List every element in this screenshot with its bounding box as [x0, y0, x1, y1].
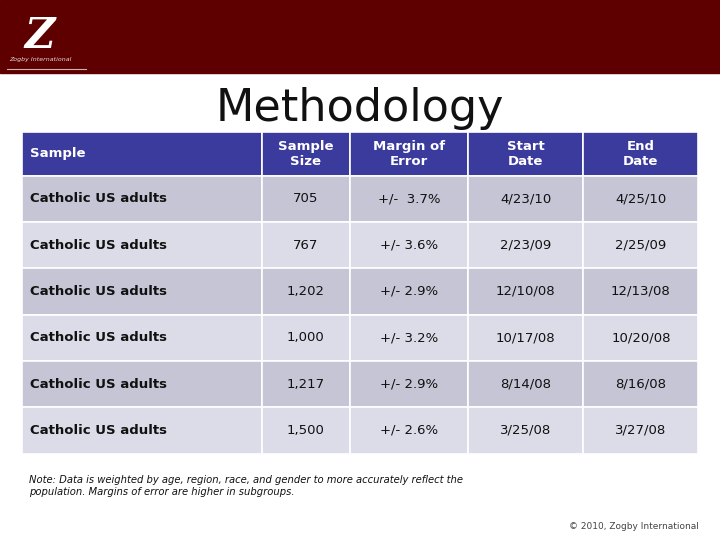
Text: Catholic US adults: Catholic US adults [30, 377, 167, 390]
Text: Note: Data is weighted by age, region, race, and gender to more accurately refle: Note: Data is weighted by age, region, r… [29, 475, 463, 497]
Text: 8/14/08: 8/14/08 [500, 377, 552, 390]
Bar [22, 361, 262, 407]
Text: Start
Date: Start Date [507, 140, 545, 168]
Bar [468, 361, 583, 407]
Bar [262, 176, 350, 222]
Bar [262, 132, 350, 176]
Text: +/- 2.6%: +/- 2.6% [380, 424, 438, 437]
Text: 4/25/10: 4/25/10 [616, 192, 667, 205]
Text: 767: 767 [293, 239, 318, 252]
Text: +/- 2.9%: +/- 2.9% [380, 377, 438, 390]
Text: Zogby International: Zogby International [9, 57, 72, 62]
Text: 12/10/08: 12/10/08 [496, 285, 556, 298]
Text: End
Date: End Date [624, 140, 659, 168]
Text: +/- 3.6%: +/- 3.6% [380, 239, 438, 252]
Text: 10/17/08: 10/17/08 [496, 332, 556, 345]
Bar [583, 222, 698, 268]
Bar [22, 176, 262, 222]
Text: +/-  3.7%: +/- 3.7% [378, 192, 441, 205]
Bar [262, 222, 350, 268]
Bar [583, 132, 698, 176]
Bar [468, 132, 583, 176]
Text: Catholic US adults: Catholic US adults [30, 424, 167, 437]
Bar [468, 315, 583, 361]
Bar [0, 0, 720, 73]
Text: 705: 705 [293, 192, 318, 205]
Text: 8/16/08: 8/16/08 [616, 377, 667, 390]
Bar [22, 268, 262, 315]
Bar [262, 315, 350, 361]
Bar [350, 132, 468, 176]
Bar [468, 407, 583, 454]
Bar [583, 176, 698, 222]
Text: 12/13/08: 12/13/08 [611, 285, 671, 298]
Bar [468, 222, 583, 268]
Bar [22, 407, 262, 454]
Text: 2/23/09: 2/23/09 [500, 239, 552, 252]
Bar [583, 407, 698, 454]
Text: 2/25/09: 2/25/09 [616, 239, 667, 252]
Bar [583, 268, 698, 315]
Bar [583, 315, 698, 361]
Text: Z: Z [24, 16, 55, 57]
Bar [22, 315, 262, 361]
Text: +/- 2.9%: +/- 2.9% [380, 285, 438, 298]
Bar [262, 407, 350, 454]
Text: © 2010, Zogby International: © 2010, Zogby International [569, 522, 698, 531]
Text: Sample
Size: Sample Size [278, 140, 333, 168]
Text: Catholic US adults: Catholic US adults [30, 192, 167, 205]
Bar [350, 407, 468, 454]
Bar [350, 176, 468, 222]
Bar [262, 268, 350, 315]
Text: 3/27/08: 3/27/08 [616, 424, 667, 437]
Text: +/- 3.2%: +/- 3.2% [380, 332, 438, 345]
Bar [22, 132, 262, 176]
Bar [350, 268, 468, 315]
Bar [350, 222, 468, 268]
Text: Catholic US adults: Catholic US adults [30, 332, 167, 345]
Text: Catholic US adults: Catholic US adults [30, 285, 167, 298]
Text: Catholic US adults: Catholic US adults [30, 239, 167, 252]
Text: 4/23/10: 4/23/10 [500, 192, 552, 205]
Text: 1,217: 1,217 [287, 377, 325, 390]
Bar [350, 315, 468, 361]
Text: 1,500: 1,500 [287, 424, 325, 437]
Text: 1,202: 1,202 [287, 285, 325, 298]
Text: 1,000: 1,000 [287, 332, 325, 345]
Bar [468, 176, 583, 222]
Text: 10/20/08: 10/20/08 [611, 332, 670, 345]
Bar [262, 361, 350, 407]
Bar [350, 361, 468, 407]
Text: Margin of
Error: Margin of Error [373, 140, 445, 168]
Bar [468, 268, 583, 315]
Text: 3/25/08: 3/25/08 [500, 424, 552, 437]
Bar [22, 222, 262, 268]
Bar [583, 361, 698, 407]
Text: Methodology: Methodology [216, 86, 504, 130]
Text: Sample: Sample [30, 147, 86, 160]
